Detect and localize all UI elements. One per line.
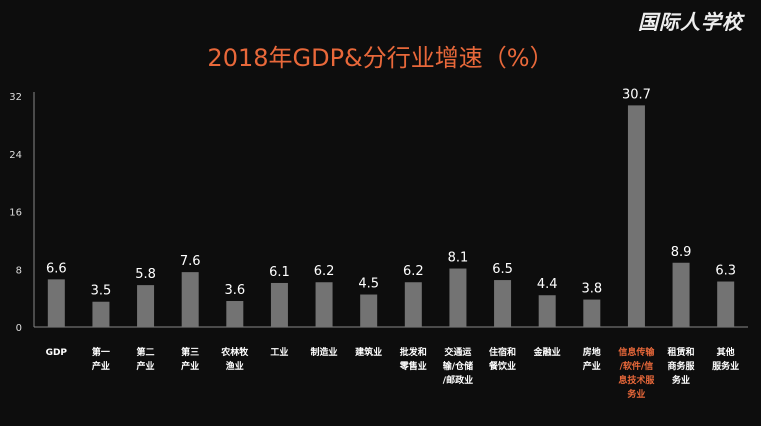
data-label: 6.2 (403, 264, 424, 279)
category-label: 产业 (181, 360, 199, 372)
logo: 国际人学校 (638, 10, 743, 34)
bar (181, 272, 199, 327)
data-label: 4.5 (358, 277, 379, 292)
data-label: 6.5 (492, 262, 513, 277)
bar (315, 282, 333, 327)
value-labels: 6.6 3.5 5.8 7.6 3.6 6.1 6.2 4.5 6.2 8.1 6.5 4.4 3.8 3… (46, 87, 736, 298)
y-tick-label: 16 (9, 208, 22, 219)
category-label: 金融业 (533, 346, 561, 358)
data-label: 6.3 (715, 264, 736, 279)
y-tick-label: 8 (16, 265, 22, 276)
bar (672, 262, 690, 327)
category-label: 第二 (137, 346, 155, 358)
data-label: 5.8 (135, 267, 156, 282)
data-label: 3.8 (581, 282, 602, 297)
category-label: 务业 (627, 388, 645, 400)
data-label: 6.6 (46, 261, 67, 276)
category-label: 交通运 (444, 346, 472, 358)
bar (92, 301, 110, 327)
category-label: 租赁和 (668, 346, 695, 358)
category-label: 产业 (583, 360, 601, 372)
bar (226, 301, 244, 327)
bar (360, 294, 378, 327)
category-label: 商务服 (668, 360, 696, 372)
bar (47, 279, 65, 327)
bars (47, 105, 735, 328)
category-label: /软件/信 (620, 360, 654, 372)
data-label: 8.9 (671, 245, 692, 260)
y-tick-label: 24 (9, 150, 22, 161)
data-label: 6.2 (314, 264, 335, 279)
category-label: 服务业 (712, 360, 739, 372)
category-label: 渔业 (226, 360, 244, 372)
data-label: 8.1 (448, 251, 469, 266)
data-label: 30.7 (622, 87, 651, 102)
y-tick-label: 32 (9, 92, 22, 103)
category-label: 第三 (181, 346, 199, 358)
category-label: 第一 (92, 346, 110, 358)
data-label: 3.5 (91, 284, 112, 299)
category-label: 产业 (137, 360, 155, 372)
category-label: 零售业 (399, 360, 427, 372)
category-label: 房地 (583, 346, 601, 358)
data-label: 3.6 (224, 283, 245, 298)
category-label: 建筑业 (355, 346, 382, 358)
bar (494, 280, 512, 327)
y-tick-label: 0 (16, 323, 22, 334)
data-label: 6.1 (269, 265, 290, 280)
category-label: 批发和 (400, 346, 427, 358)
category-label: 产业 (92, 360, 110, 372)
bar (137, 285, 155, 327)
bar (538, 295, 556, 327)
category-label: 住宿和 (489, 346, 516, 358)
category-label: 输/仓储 (443, 360, 473, 372)
category-label: 餐饮业 (488, 360, 516, 372)
bar (404, 282, 422, 327)
bar (627, 105, 645, 328)
data-label: 4.4 (537, 277, 558, 292)
category-label: 制造业 (311, 346, 338, 358)
category-label: 务业 (672, 374, 690, 386)
category-label: 农林牧 (220, 346, 249, 358)
category-label: 其他 (717, 346, 735, 358)
bar (270, 282, 288, 327)
category-label: 信息传输 (618, 346, 655, 358)
bar (449, 268, 467, 327)
category-label: 工业 (270, 346, 288, 358)
data-label: 7.6 (180, 254, 201, 269)
category-label: 息技术服 (618, 374, 655, 386)
category-label: GDP (46, 348, 68, 358)
category-label: /邮政业 (443, 374, 473, 386)
chart-title: 2018年GDP&分行业增速（%） (207, 44, 554, 72)
bar (717, 281, 735, 327)
bar (583, 299, 601, 327)
